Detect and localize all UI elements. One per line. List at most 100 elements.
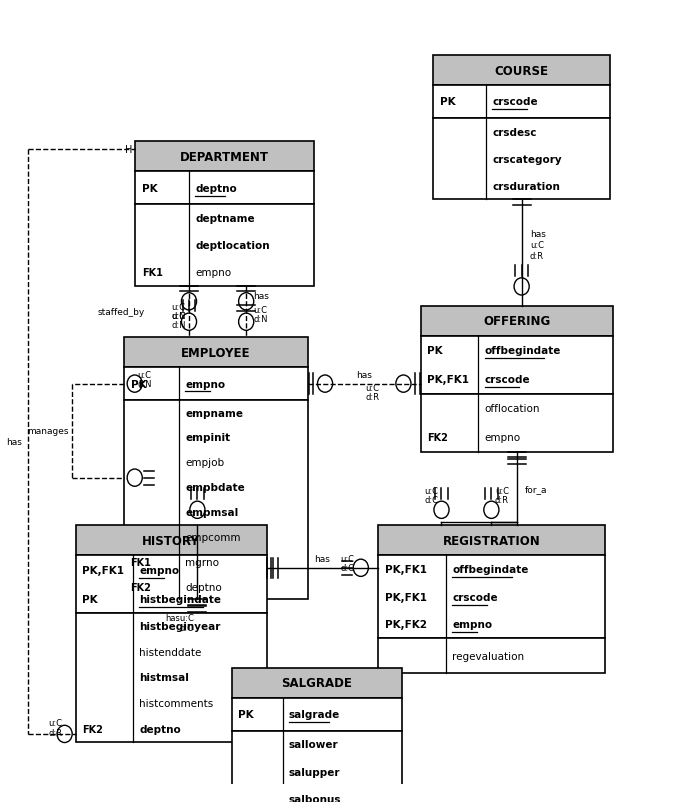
Text: u:C: u:C: [340, 554, 354, 563]
Text: empno: empno: [452, 620, 493, 630]
Text: PK: PK: [239, 710, 254, 719]
Bar: [378, 526, 604, 556]
Text: d:C: d:C: [180, 623, 194, 632]
Text: u:C: u:C: [137, 371, 152, 379]
Text: crsduration: crsduration: [493, 181, 560, 192]
Text: u:C: u:C: [48, 719, 62, 727]
Text: salbonus: salbonus: [289, 794, 342, 802]
Text: d:R: d:R: [366, 393, 380, 402]
Text: d:N: d:N: [253, 314, 268, 324]
Bar: [135, 205, 314, 286]
Text: FK2: FK2: [83, 724, 104, 734]
Text: u:C: u:C: [530, 241, 544, 250]
Text: histbeginyear: histbeginyear: [139, 622, 221, 631]
Text: d:R: d:R: [495, 496, 509, 504]
Text: histbegindate: histbegindate: [139, 594, 221, 604]
Bar: [135, 142, 314, 172]
Text: empbdate: empbdate: [185, 483, 245, 492]
Text: deptname: deptname: [195, 213, 255, 224]
Text: PK,FK1: PK,FK1: [385, 592, 427, 602]
Text: crsdesc: crsdesc: [493, 128, 537, 137]
Bar: [124, 367, 308, 400]
Text: PK,FK2: PK,FK2: [385, 620, 427, 630]
Text: COURSE: COURSE: [495, 64, 549, 78]
Bar: [421, 336, 613, 395]
Text: deptlocation: deptlocation: [195, 241, 270, 250]
Text: DEPARTMENT: DEPARTMENT: [180, 151, 269, 164]
Text: manages: manages: [27, 427, 69, 435]
Text: d:R: d:R: [48, 728, 62, 737]
Text: FK1: FK1: [130, 557, 152, 567]
Text: offlocation: offlocation: [484, 403, 540, 414]
Text: has: has: [6, 438, 22, 447]
Text: d:R: d:R: [530, 251, 544, 261]
Text: OFFERING: OFFERING: [483, 315, 551, 328]
Text: d:N: d:N: [171, 321, 186, 330]
Text: empno: empno: [139, 565, 179, 575]
Text: PK: PK: [142, 184, 158, 193]
Text: histmsal: histmsal: [139, 673, 189, 683]
Text: EMPLOYEE: EMPLOYEE: [181, 346, 250, 359]
Text: REGISTRATION: REGISTRATION: [442, 534, 540, 547]
Bar: [433, 86, 610, 119]
Text: deptno: deptno: [185, 582, 222, 592]
Text: FK2: FK2: [428, 433, 448, 443]
Text: has: has: [530, 229, 546, 238]
Bar: [76, 614, 266, 742]
Text: sallower: sallower: [289, 739, 339, 749]
Text: PK: PK: [130, 379, 146, 389]
Text: has: has: [253, 292, 269, 301]
Text: offbegindate: offbegindate: [484, 346, 561, 356]
Bar: [124, 338, 308, 367]
Bar: [232, 668, 402, 698]
Text: u:C: u:C: [424, 486, 438, 495]
Text: salgrade: salgrade: [289, 710, 340, 719]
Bar: [232, 731, 402, 802]
Bar: [124, 400, 308, 599]
Text: PK,FK1: PK,FK1: [428, 375, 469, 385]
Bar: [421, 395, 613, 452]
Text: u:C: u:C: [172, 302, 186, 311]
Text: deptno: deptno: [139, 724, 181, 734]
Text: salupper: salupper: [289, 767, 340, 776]
Text: FK1: FK1: [142, 268, 163, 277]
Text: histenddate: histenddate: [139, 647, 201, 657]
Text: crscode: crscode: [484, 375, 530, 385]
Bar: [76, 556, 266, 614]
Text: d:C: d:C: [424, 496, 438, 504]
Text: PK,FK1: PK,FK1: [385, 565, 427, 574]
Text: hasu:C: hasu:C: [165, 614, 194, 622]
Bar: [433, 56, 610, 86]
Text: PK: PK: [440, 97, 455, 107]
Text: u:C: u:C: [172, 311, 186, 321]
Bar: [421, 306, 613, 336]
Text: empinit: empinit: [185, 433, 230, 443]
Text: empno: empno: [185, 379, 225, 389]
Text: d:C: d:C: [340, 564, 354, 573]
Text: d:N: d:N: [137, 379, 152, 389]
Text: empcomm: empcomm: [185, 533, 241, 542]
Bar: [135, 172, 314, 205]
Text: HISTORY: HISTORY: [142, 534, 200, 547]
Text: empno: empno: [484, 433, 521, 443]
Bar: [378, 638, 604, 673]
Text: SALGRADE: SALGRADE: [282, 677, 353, 690]
Text: for_a: for_a: [525, 484, 548, 493]
Text: crscode: crscode: [452, 592, 497, 602]
Bar: [378, 556, 604, 638]
Text: empname: empname: [185, 408, 243, 418]
Text: FK2: FK2: [130, 582, 152, 592]
Text: crscategory: crscategory: [493, 155, 562, 164]
Text: u:C: u:C: [253, 306, 267, 314]
Bar: [76, 526, 266, 556]
Text: has: has: [315, 554, 331, 563]
Text: deptno: deptno: [195, 184, 237, 193]
Text: empno: empno: [195, 268, 231, 277]
Text: mgrno: mgrno: [185, 557, 219, 567]
Text: PK: PK: [83, 594, 98, 604]
Text: crscode: crscode: [493, 97, 538, 107]
Text: staffed_by: staffed_by: [97, 308, 144, 317]
Text: regevaluation: regevaluation: [452, 650, 524, 661]
Text: PK: PK: [428, 346, 443, 356]
Text: has: has: [356, 371, 372, 379]
